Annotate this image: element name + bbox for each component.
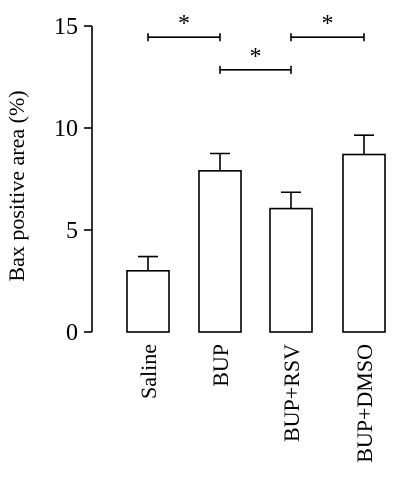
y-axis-label: Bax positive area (%) bbox=[4, 90, 29, 281]
significance-label: * bbox=[250, 44, 262, 70]
y-tick-label: 5 bbox=[66, 218, 78, 244]
x-tick-label: BUP bbox=[208, 344, 233, 387]
bar bbox=[198, 170, 242, 333]
y-tick-label: 15 bbox=[54, 14, 78, 40]
y-tick-label: 10 bbox=[54, 116, 78, 142]
x-tick-label: BUP+DMSO bbox=[352, 344, 377, 463]
x-tick-label: BUP+RSV bbox=[279, 344, 304, 442]
x-tick-label: Saline bbox=[136, 344, 161, 399]
y-tick-label: 0 bbox=[66, 320, 78, 346]
bar bbox=[342, 153, 386, 333]
plot-area: 0 5 10 15 Saline BUP BUP+RSV BUP+DMSO * * * bbox=[54, 11, 386, 463]
bar bbox=[126, 269, 170, 333]
significance-label: * bbox=[178, 11, 190, 37]
significance-label: * bbox=[322, 11, 334, 37]
bar bbox=[269, 207, 313, 333]
